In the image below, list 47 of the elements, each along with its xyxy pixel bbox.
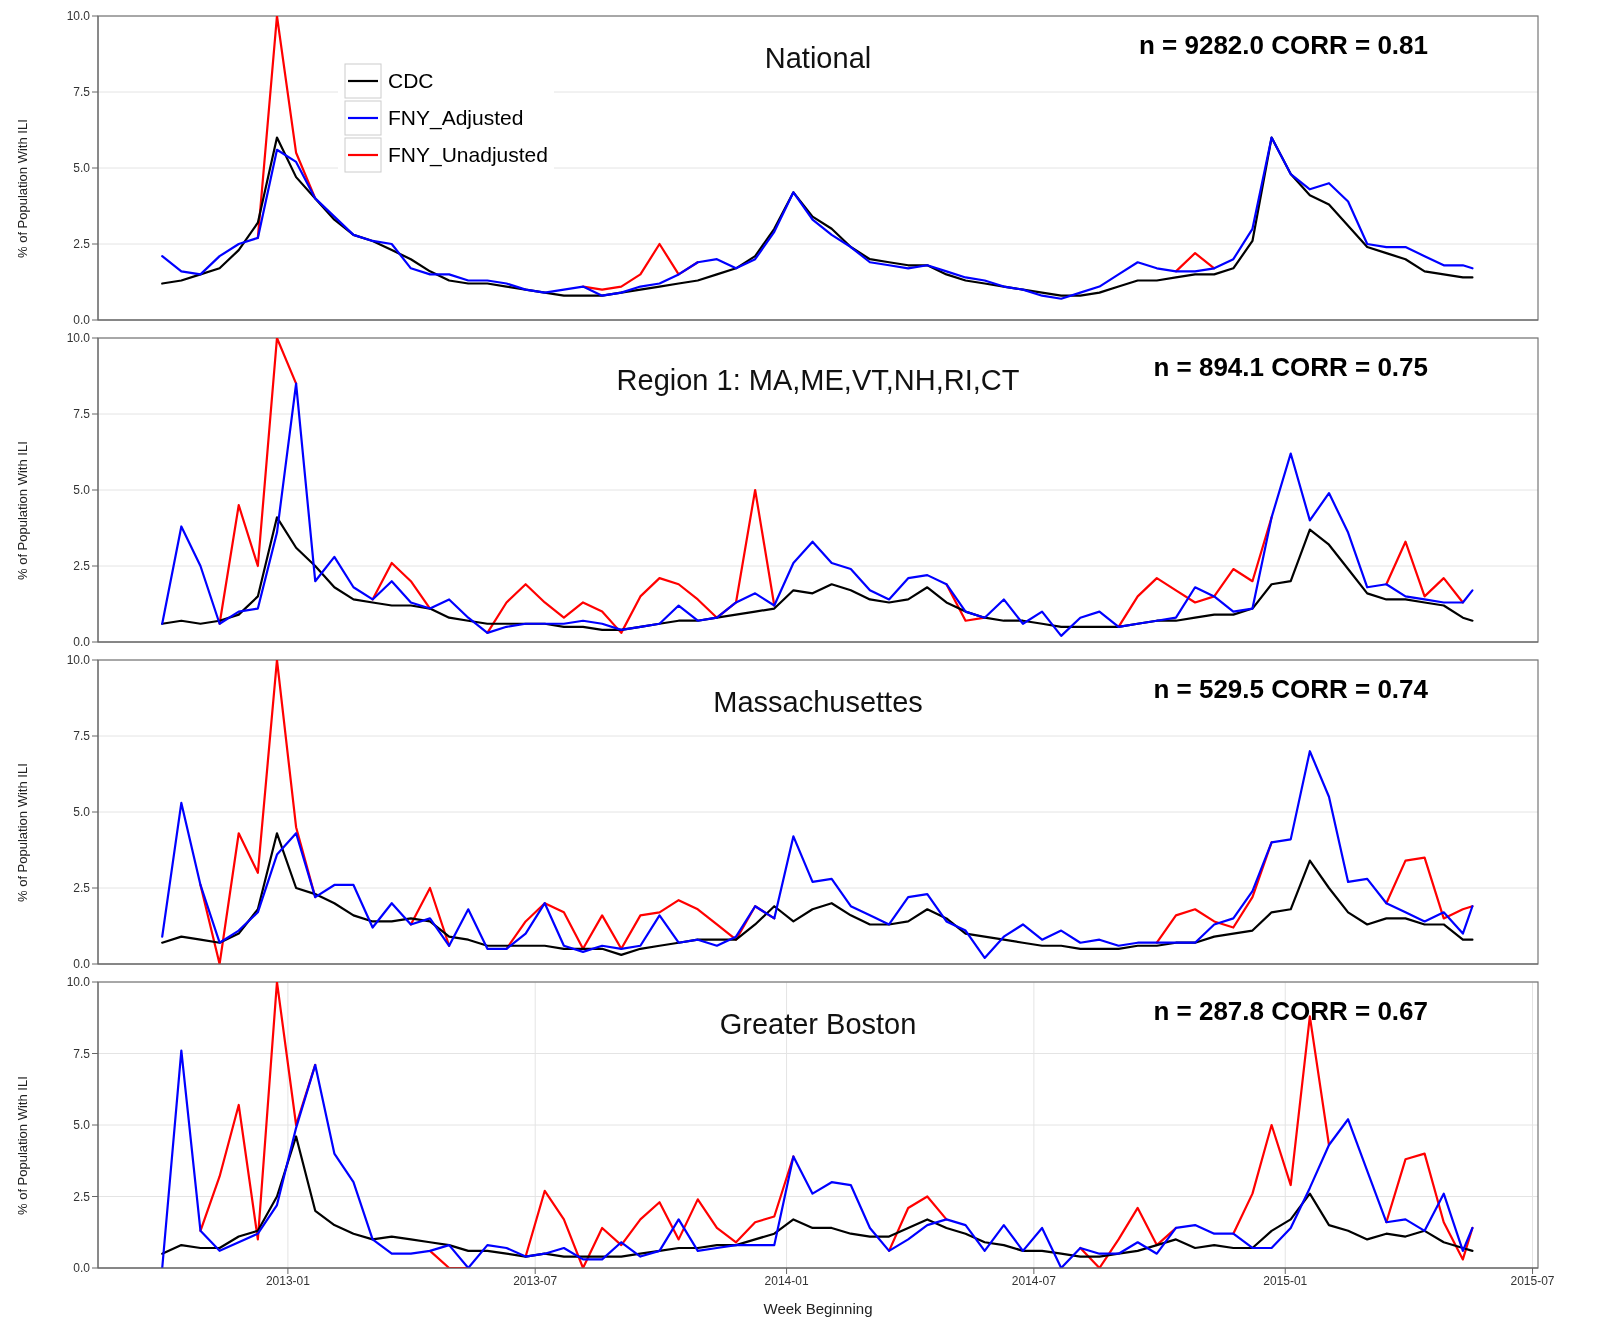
- y-tick-label: 2.5: [73, 1189, 91, 1204]
- x-tick-label: 2013-01: [265, 1273, 311, 1288]
- y-axis-title: % of Population With ILI: [14, 119, 30, 258]
- y-tick-label: 0.0: [73, 957, 91, 972]
- line-series: [161, 750, 1474, 960]
- y-tick-label: 5.0: [73, 805, 91, 820]
- y-tick-label: 7.5: [73, 1046, 91, 1061]
- y-axis-title: % of Population With ILI: [14, 1076, 30, 1215]
- y-tick-label: 10.0: [66, 975, 91, 990]
- x-tick-label: 2014-07: [1011, 1273, 1057, 1288]
- annotation: n = 9282.0 CORR = 0.81: [1138, 30, 1428, 61]
- annotation: n = 287.8 CORR = 0.67: [1153, 996, 1428, 1027]
- legend-label: CDC: [388, 68, 434, 93]
- y-tick-label: 0.0: [73, 635, 91, 650]
- annotation: n = 529.5 CORR = 0.74: [1153, 674, 1428, 705]
- x-tick-label: 2015-01: [1263, 1273, 1308, 1288]
- y-tick-label: 2.5: [73, 559, 91, 574]
- y-tick-label: 10.0: [66, 9, 91, 24]
- y-tick-label: 0.0: [73, 1261, 91, 1276]
- line-series: [161, 516, 1474, 631]
- line-series: [161, 1135, 1474, 1258]
- y-tick-label: 2.5: [73, 881, 91, 896]
- y-tick-label: 7.5: [73, 85, 91, 100]
- legend-label: FNY_Unadjusted: [388, 142, 548, 167]
- text: Greater Boston: [719, 1008, 917, 1040]
- y-tick-label: 7.5: [73, 729, 91, 744]
- y-tick-label: 10.0: [66, 331, 91, 346]
- y-tick-label: 5.0: [73, 483, 91, 498]
- y-tick-label: 7.5: [73, 407, 91, 422]
- y-tick-label: 5.0: [73, 1118, 91, 1133]
- y-tick-label: 10.0: [66, 653, 91, 668]
- x-tick-label: 2014-01: [764, 1273, 809, 1288]
- y-tick-label: 0.0: [73, 313, 91, 328]
- line-series: [161, 832, 1474, 956]
- y-tick-label: 5.0: [73, 161, 91, 176]
- x-tick-label: 2015-07: [1510, 1273, 1555, 1288]
- annotation: n = 894.1 CORR = 0.75: [1153, 352, 1428, 383]
- line-series: [161, 1049, 1474, 1268]
- y-tick-label: 2.5: [73, 237, 91, 252]
- text: Massachusettes: [713, 686, 923, 718]
- y-axis-title: % of Population With ILI: [14, 763, 30, 902]
- y-axis-title: % of Population With ILI: [14, 441, 30, 580]
- text: Region 1: MA,ME,VT,NH,RI,CT: [616, 364, 1020, 396]
- legend-label: FNY_Adjusted: [388, 105, 524, 130]
- x-axis-title: Week Beginning: [763, 1300, 873, 1317]
- text: National: [764, 42, 872, 74]
- x-tick-label: 2013-07: [513, 1273, 558, 1288]
